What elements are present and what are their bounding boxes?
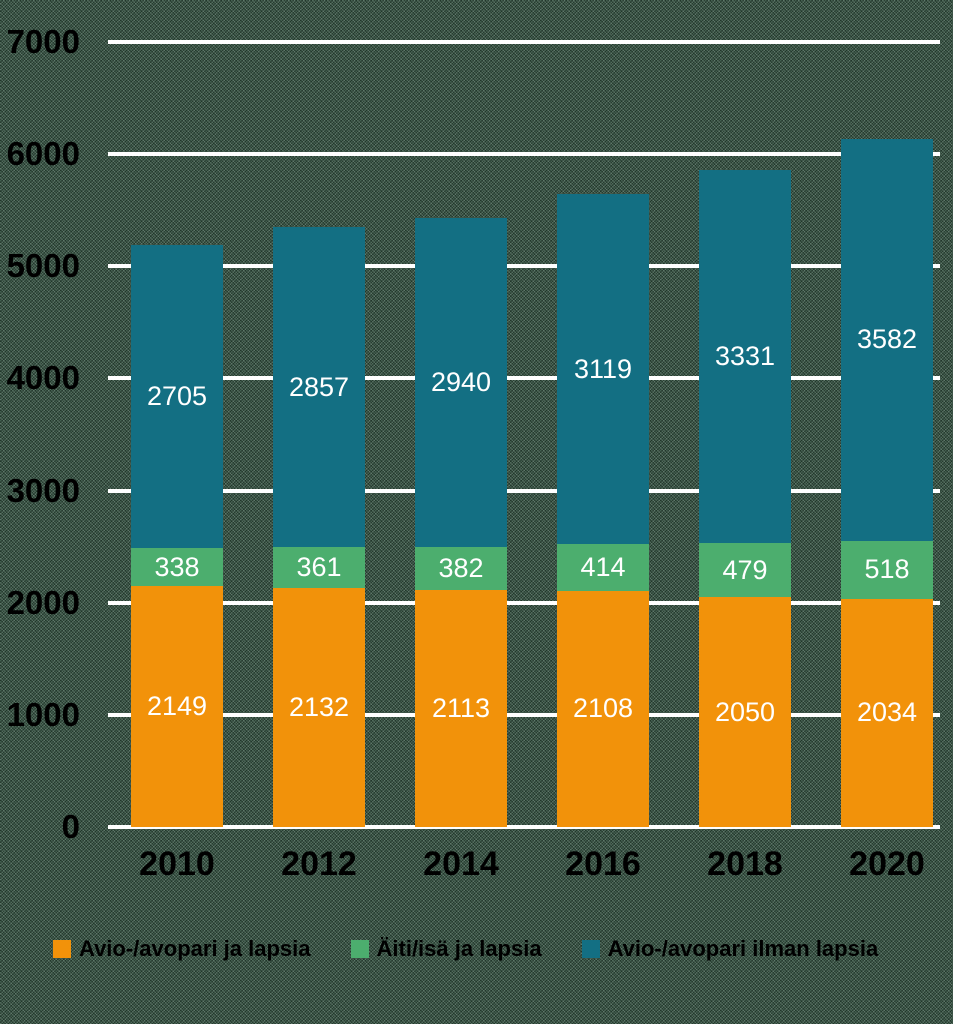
x-axis: 2010 2012 2014 2016 2018 2020 [108, 844, 940, 888]
gridline [108, 40, 940, 44]
legend-label: Äiti/isä ja lapsia [376, 936, 542, 961]
bar-value-label: 2149 [146, 691, 208, 721]
y-tick-label: 1000 [6, 695, 80, 733]
legend-label: Avio-/avopari ilman lapsia [607, 936, 879, 961]
bar-segment: 338 [131, 548, 223, 587]
y-tick-label: 6000 [6, 135, 80, 173]
legend-swatch-orange [53, 940, 71, 958]
bar-value-label: 2034 [856, 697, 918, 728]
bar-value-label: 2050 [714, 696, 776, 727]
bar-value-label: 2940 [430, 366, 492, 397]
bar-segment: 382 [415, 547, 507, 591]
x-tick-label: 2018 [707, 845, 783, 883]
legend-swatch-green [350, 940, 369, 958]
bar-value-label: 479 [722, 554, 768, 585]
x-tick-label: 2020 [849, 845, 925, 883]
bar-segment: 3119 [557, 194, 649, 545]
bar-value-label: 518 [864, 554, 910, 585]
bar-value-label: 3119 [573, 353, 633, 384]
gridline [108, 488, 940, 493]
bar-value-label: 2108 [572, 693, 634, 724]
bar-segment: 3582 [841, 139, 933, 541]
bar-segment: 479 [699, 543, 791, 598]
x-tick-label: 2012 [281, 845, 357, 883]
y-tick-label: 4000 [6, 359, 80, 397]
bar-value-label: 3582 [856, 324, 918, 355]
y-tick-label: 7000 [6, 23, 80, 60]
bar-segment: 2149 [131, 586, 223, 827]
x-tick-label: 2014 [423, 845, 499, 883]
bar-value-label: 3331 [714, 341, 776, 372]
plot-area: 2149 338 2705 2132 361 2857 2113 382 2940 2108 414… [108, 40, 940, 829]
legend-swatch-teal [581, 940, 600, 958]
bar-value-label: 414 [580, 551, 626, 582]
bar-value-label: 2113 [431, 693, 491, 724]
bar-value-label: 2705 [146, 380, 208, 411]
gridline [108, 264, 940, 269]
bar-segment: 518 [841, 540, 933, 599]
bar-segment: 361 [273, 547, 365, 588]
bar-segment: 2940 [415, 217, 507, 548]
bar-value-label: 2857 [288, 371, 350, 402]
legend-item-single-parent: Äiti/isä ja lapsia [350, 936, 542, 961]
legend: Avio-/avopari ja lapsia Äiti/isä ja laps… [53, 938, 878, 960]
bar-value-label: 382 [438, 553, 484, 584]
gridline [108, 152, 940, 157]
y-tick-label: 2000 [6, 583, 80, 621]
x-tick-label: 2010 [139, 845, 215, 883]
legend-label: Avio-/avopari ja lapsia [79, 936, 311, 961]
bar-segment: 2113 [415, 590, 507, 827]
bar-segment: 2705 [131, 244, 223, 549]
y-tick-label: 3000 [6, 471, 80, 509]
bar-segment: 2050 [699, 597, 791, 827]
bar-value-label: 338 [154, 551, 200, 582]
gridline [108, 376, 940, 381]
bar-value-label: 2132 [288, 691, 350, 722]
bar-segment: 2132 [273, 587, 365, 827]
bar-segment: 414 [557, 544, 649, 591]
x-tick-label: 2016 [565, 845, 641, 883]
gridline [108, 600, 940, 605]
y-tick-label: 5000 [6, 247, 80, 285]
y-tick-label: 0 [61, 808, 80, 845]
bar-segment: 2857 [273, 227, 365, 548]
bar-value-label: 361 [296, 552, 342, 583]
y-axis: 0 1000 2000 3000 4000 5000 6000 7000 [0, 25, 80, 843]
legend-item-couple-no-children: Avio-/avopari ilman lapsia [581, 936, 879, 961]
legend-item-couple-with-children: Avio-/avopari ja lapsia [53, 938, 311, 960]
bar-segment: 3331 [699, 169, 791, 544]
gridline [108, 712, 940, 717]
bar-segment: 2034 [841, 598, 933, 827]
bar-segment: 2108 [557, 590, 649, 827]
gridline [108, 825, 940, 829]
